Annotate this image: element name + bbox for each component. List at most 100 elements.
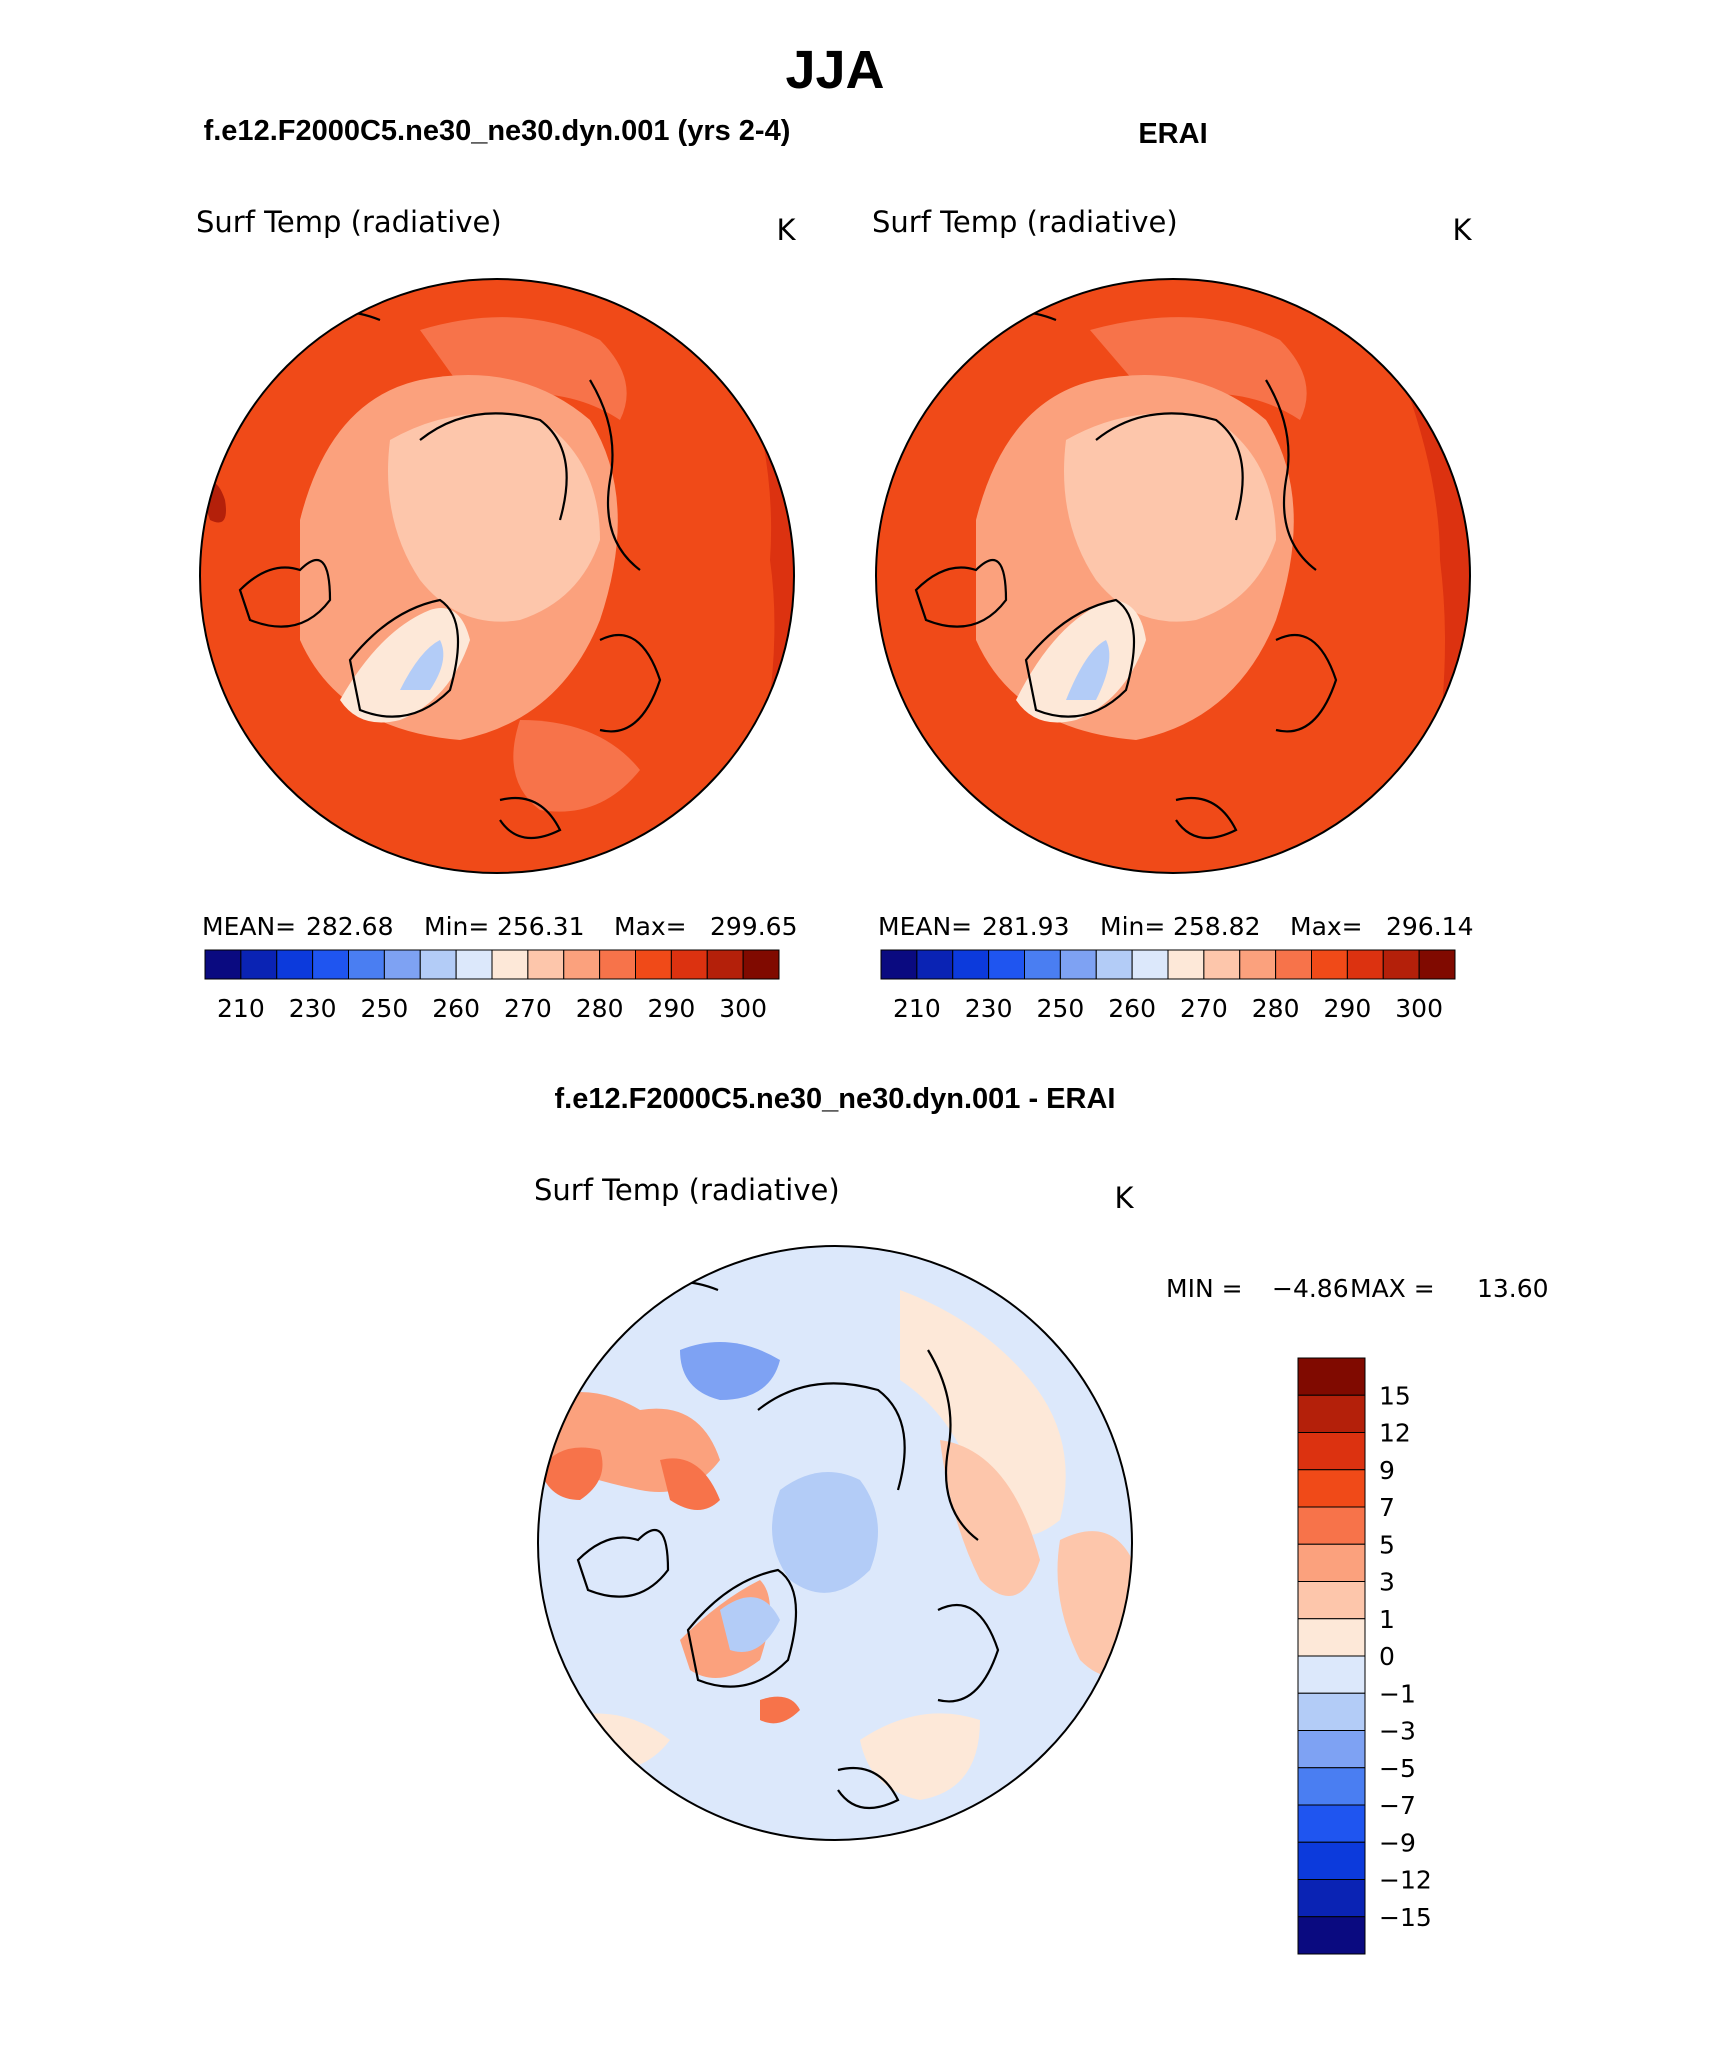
- panel-model-stats: MEAN= 282.68 Min= 256.31 Max= 299.65: [202, 912, 797, 941]
- colorbar-diff-swatch: [1297, 1767, 1366, 1806]
- colorbar-obs-tick-label: 210: [893, 994, 941, 1023]
- colorbar-obs-swatch: [1131, 949, 1169, 980]
- panel-obs-max-label: Max=: [1290, 912, 1363, 941]
- colorbar-obs-swatch: [1311, 949, 1348, 980]
- colorbar-diff-tick-label: −5: [1379, 1754, 1416, 1783]
- colorbar-model-swatch: [491, 949, 529, 980]
- colorbar-obs-swatch: [1418, 949, 1456, 980]
- colorbar-obs-tick-label: 280: [1252, 994, 1300, 1023]
- colorbar-model-swatch: [383, 949, 421, 980]
- colorbar-diff-swatch: [1297, 1916, 1366, 1955]
- colorbar-diff-tick-label: 1: [1379, 1605, 1395, 1634]
- colorbar-obs-tick-label: 270: [1180, 994, 1228, 1023]
- colorbar-diff-tick-label: −3: [1379, 1717, 1416, 1746]
- colorbar-diff-swatch: [1297, 1432, 1366, 1471]
- colorbar-model-tick-label: 300: [719, 994, 767, 1023]
- colorbar-model-swatch: [240, 949, 278, 980]
- colorbar-model-swatch: [563, 949, 601, 980]
- colorbar-obs-tick-label: 260: [1108, 994, 1156, 1023]
- panel-diff-variable: Surf Temp (radiative): [534, 1173, 840, 1207]
- colorbar-obs-swatch: [1059, 949, 1097, 980]
- colorbar-diff-swatch: [1297, 1804, 1366, 1843]
- colorbar-diff-swatch: [1297, 1692, 1366, 1731]
- colorbar-model-tick-label: 290: [648, 994, 696, 1023]
- colorbar-diff-swatch: [1297, 1581, 1366, 1620]
- colorbar-diff: 15 12 9 7 5 3 1 0 −1 −3 −5 −7 −9 −12 −15: [1297, 1357, 1432, 1955]
- colorbar-obs-swatch: [1095, 949, 1133, 980]
- colorbar-diff-swatch: [1297, 1543, 1366, 1582]
- colorbar-model-tick-label: 230: [289, 994, 337, 1023]
- colorbar-diff-tick-label: 3: [1379, 1568, 1395, 1597]
- panel-obs-stats: MEAN= 281.93 Min= 258.82 Max= 296.14: [878, 912, 1473, 941]
- colorbar-model-swatch: [455, 949, 493, 980]
- polar-map-model: [199, 278, 795, 874]
- colorbar-model-swatch: [276, 949, 314, 980]
- panel-model-case-title: f.e12.F2000C5.ne30_ne30.dyn.001 (yrs 2-4…: [204, 115, 791, 147]
- colorbar-obs-swatch: [988, 949, 1025, 980]
- colorbar-obs-swatch: [1382, 949, 1420, 980]
- page-title: JJA: [785, 40, 884, 100]
- colorbar-diff-tick-label: −12: [1379, 1866, 1432, 1895]
- panel-obs-mean-label: MEAN=: [878, 912, 972, 941]
- colorbar-obs: 210 230 250 260 270 280 290 300: [880, 949, 1456, 1023]
- panel-model-min-value: 256.31: [497, 912, 584, 941]
- colorbar-diff-swatch: [1297, 1730, 1366, 1769]
- colorbar-obs-swatch: [1167, 949, 1205, 980]
- colorbar-obs-swatch: [1275, 949, 1312, 980]
- panel-diff-max-label: MAX =: [1350, 1274, 1435, 1303]
- colorbar-diff-swatch: [1297, 1879, 1366, 1918]
- colorbar-diff-tick-label: 7: [1379, 1493, 1395, 1522]
- panel-obs-min-value: 258.82: [1173, 912, 1260, 941]
- panel-obs-case-title: ERAI: [1138, 118, 1207, 150]
- colorbar-obs-tick-label: 290: [1324, 994, 1372, 1023]
- colorbar-model-swatch: [204, 949, 242, 980]
- panel-model-mean-value: 282.68: [306, 912, 393, 941]
- colorbar-diff-tick-label: −15: [1379, 1903, 1432, 1932]
- panel-diff-min-label: MIN =: [1166, 1274, 1243, 1303]
- colorbar-model-swatch: [599, 949, 636, 980]
- panel-diff-title: f.e12.F2000C5.ne30_ne30.dyn.001 - ERAI: [555, 1083, 1116, 1115]
- colorbar-obs-swatch: [952, 949, 990, 980]
- panel-obs-units: K: [1452, 213, 1472, 247]
- colorbar-obs-swatch: [1239, 949, 1277, 980]
- colorbar-model-tick-label: 280: [576, 994, 624, 1023]
- panel-diff-max-value: 13.60: [1477, 1274, 1549, 1303]
- colorbar-model-tick-label: 270: [504, 994, 552, 1023]
- panel-model-max-value: 299.65: [710, 912, 797, 941]
- colorbar-model-swatch: [670, 949, 708, 980]
- colorbar-model-swatch: [706, 949, 744, 980]
- panel-model-min-label: Min=: [424, 912, 489, 941]
- colorbar-model-swatch: [527, 949, 565, 980]
- colorbar-model-swatch: [742, 949, 780, 980]
- colorbar-model-tick-label: 250: [361, 994, 409, 1023]
- colorbar-obs-swatch: [1024, 949, 1061, 980]
- colorbar-model: 210 230 250 260 270 280 290 300: [204, 949, 780, 1023]
- colorbar-diff-tick-label: 9: [1379, 1456, 1395, 1485]
- panel-model-units: K: [776, 213, 796, 247]
- colorbar-model-tick-label: 210: [217, 994, 265, 1023]
- colorbar-diff-tick-label: 5: [1379, 1530, 1395, 1559]
- panel-diff-units: K: [1114, 1181, 1134, 1215]
- colorbar-obs-tick-label: 300: [1395, 994, 1443, 1023]
- panel-obs-min-label: Min=: [1100, 912, 1165, 941]
- colorbar-model-swatch: [348, 949, 385, 980]
- panel-obs-max-value: 296.14: [1386, 912, 1473, 941]
- colorbar-obs-swatch: [1346, 949, 1384, 980]
- colorbar-diff-tick-label: 15: [1379, 1381, 1411, 1410]
- colorbar-model-swatch: [419, 949, 457, 980]
- colorbar-diff-swatch: [1297, 1394, 1366, 1433]
- colorbar-model-swatch: [635, 949, 672, 980]
- panel-diff-min-value: −4.86: [1272, 1274, 1349, 1303]
- colorbar-model-tick-label: 260: [432, 994, 480, 1023]
- colorbar-diff-tick-label: −7: [1379, 1791, 1416, 1820]
- panel-model-mean-label: MEAN=: [202, 912, 296, 941]
- colorbar-model-swatch: [312, 949, 349, 980]
- panel-obs: ERAI Surf Temp (radiative) K: [872, 118, 1473, 1023]
- colorbar-obs-swatch: [1203, 949, 1241, 980]
- panel-diff-minmax: MIN = −4.86 MAX = 13.60: [1166, 1274, 1549, 1303]
- panel-diff: f.e12.F2000C5.ne30_ne30.dyn.001 - ERAI S…: [534, 1083, 1549, 1955]
- colorbar-diff-tick-label: 12: [1379, 1419, 1411, 1448]
- colorbar-diff-swatch: [1297, 1469, 1366, 1508]
- colorbar-diff-swatch: [1297, 1357, 1366, 1396]
